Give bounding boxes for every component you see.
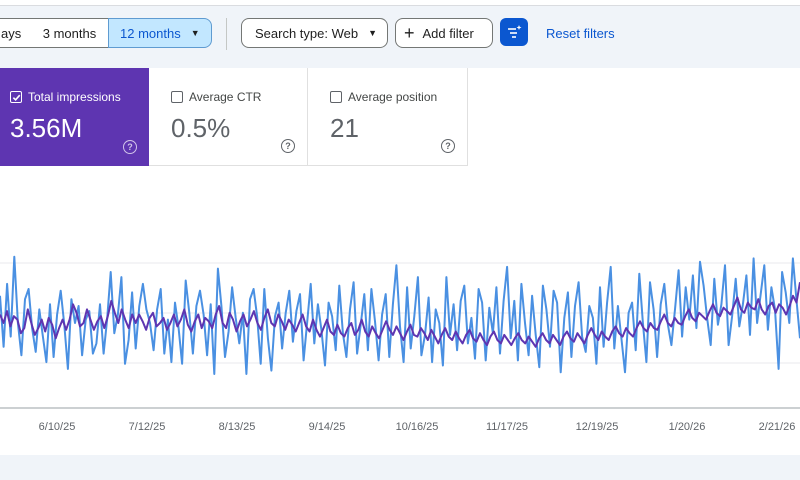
date-range-12-months-button[interactable]: 12 months ▼ (108, 18, 212, 48)
divider (226, 18, 227, 50)
date-range-days-label: ays (1, 25, 22, 41)
metric-label: Average position (348, 90, 438, 104)
reset-filters-link[interactable]: Reset filters (546, 26, 615, 41)
metric-total-impressions[interactable]: Total impressions 3.56M ? (0, 68, 149, 166)
help-icon[interactable]: ? (123, 140, 137, 154)
checkmark-icon (12, 94, 20, 101)
x-tick-label: 9/14/25 (309, 421, 346, 433)
chart-series (0, 255, 800, 375)
performance-card: Total impressions 3.56M ? Average CTR 0.… (0, 68, 800, 455)
search-type-label: Search type: Web (255, 25, 359, 41)
date-range-12-months-label: 12 months (120, 25, 181, 41)
checkbox-unchecked-icon[interactable] (171, 91, 183, 103)
date-range-3-months-label: 3 months (42, 25, 97, 41)
checkbox-unchecked-icon[interactable] (330, 91, 342, 103)
x-tick-label: 11/17/25 (486, 421, 528, 433)
chart-x-axis: 6/10/25 7/12/25 8/13/25 9/14/25 10/16/25 11/1… (39, 421, 796, 433)
dropdown-arrow-icon: ▼ (368, 28, 378, 38)
x-tick-label: 1/20/26 (669, 421, 706, 433)
dropdown-arrow-icon: ▼ (190, 28, 200, 38)
filter-sparkle-icon (508, 25, 522, 38)
plus-icon: + (404, 23, 415, 43)
date-range-days-button[interactable]: ays (0, 18, 32, 48)
x-tick-label: 7/12/25 (129, 421, 166, 433)
metric-label: Total impressions (28, 90, 121, 104)
metric-label-row: Average position (330, 90, 437, 104)
metric-label: Average CTR (189, 90, 262, 104)
metric-value: 3.56M (10, 113, 83, 143)
metric-label-row: Total impressions (10, 90, 121, 104)
top-border (0, 0, 800, 6)
metric-value: 0.5% (171, 113, 231, 143)
series-line-impressions (0, 282, 800, 348)
metric-average-position[interactable]: Average position 21 ? (308, 68, 468, 166)
filter-bar: ays 3 months 12 months ▼ Search type: We… (0, 6, 800, 68)
help-icon[interactable]: ? (441, 139, 455, 153)
x-tick-label: 8/13/25 (219, 421, 256, 433)
add-filter-button[interactable]: + Add filter (395, 18, 493, 48)
checkbox-checked-icon[interactable] (10, 91, 22, 103)
metric-average-ctr[interactable]: Average CTR 0.5% ? (149, 68, 308, 166)
x-tick-label: 10/16/25 (396, 421, 439, 433)
footer-band (0, 455, 800, 480)
x-tick-label: 12/19/25 (576, 421, 619, 433)
x-tick-label: 6/10/25 (39, 421, 76, 433)
search-type-dropdown[interactable]: Search type: Web ▼ (241, 18, 388, 48)
add-filter-label: Add filter (422, 25, 474, 41)
performance-chart: 6/10/25 7/12/25 8/13/25 9/14/25 10/16/25 11/1… (0, 255, 800, 433)
metric-label-row: Average CTR (171, 90, 261, 104)
metric-value: 21 (330, 113, 359, 143)
date-range-3-months-button[interactable]: 3 months (31, 18, 109, 48)
x-tick-label: 2/21/26 (759, 421, 796, 433)
filter-settings-button[interactable] (500, 18, 528, 46)
series-line-ctr (0, 255, 800, 375)
help-icon[interactable]: ? (281, 139, 295, 153)
